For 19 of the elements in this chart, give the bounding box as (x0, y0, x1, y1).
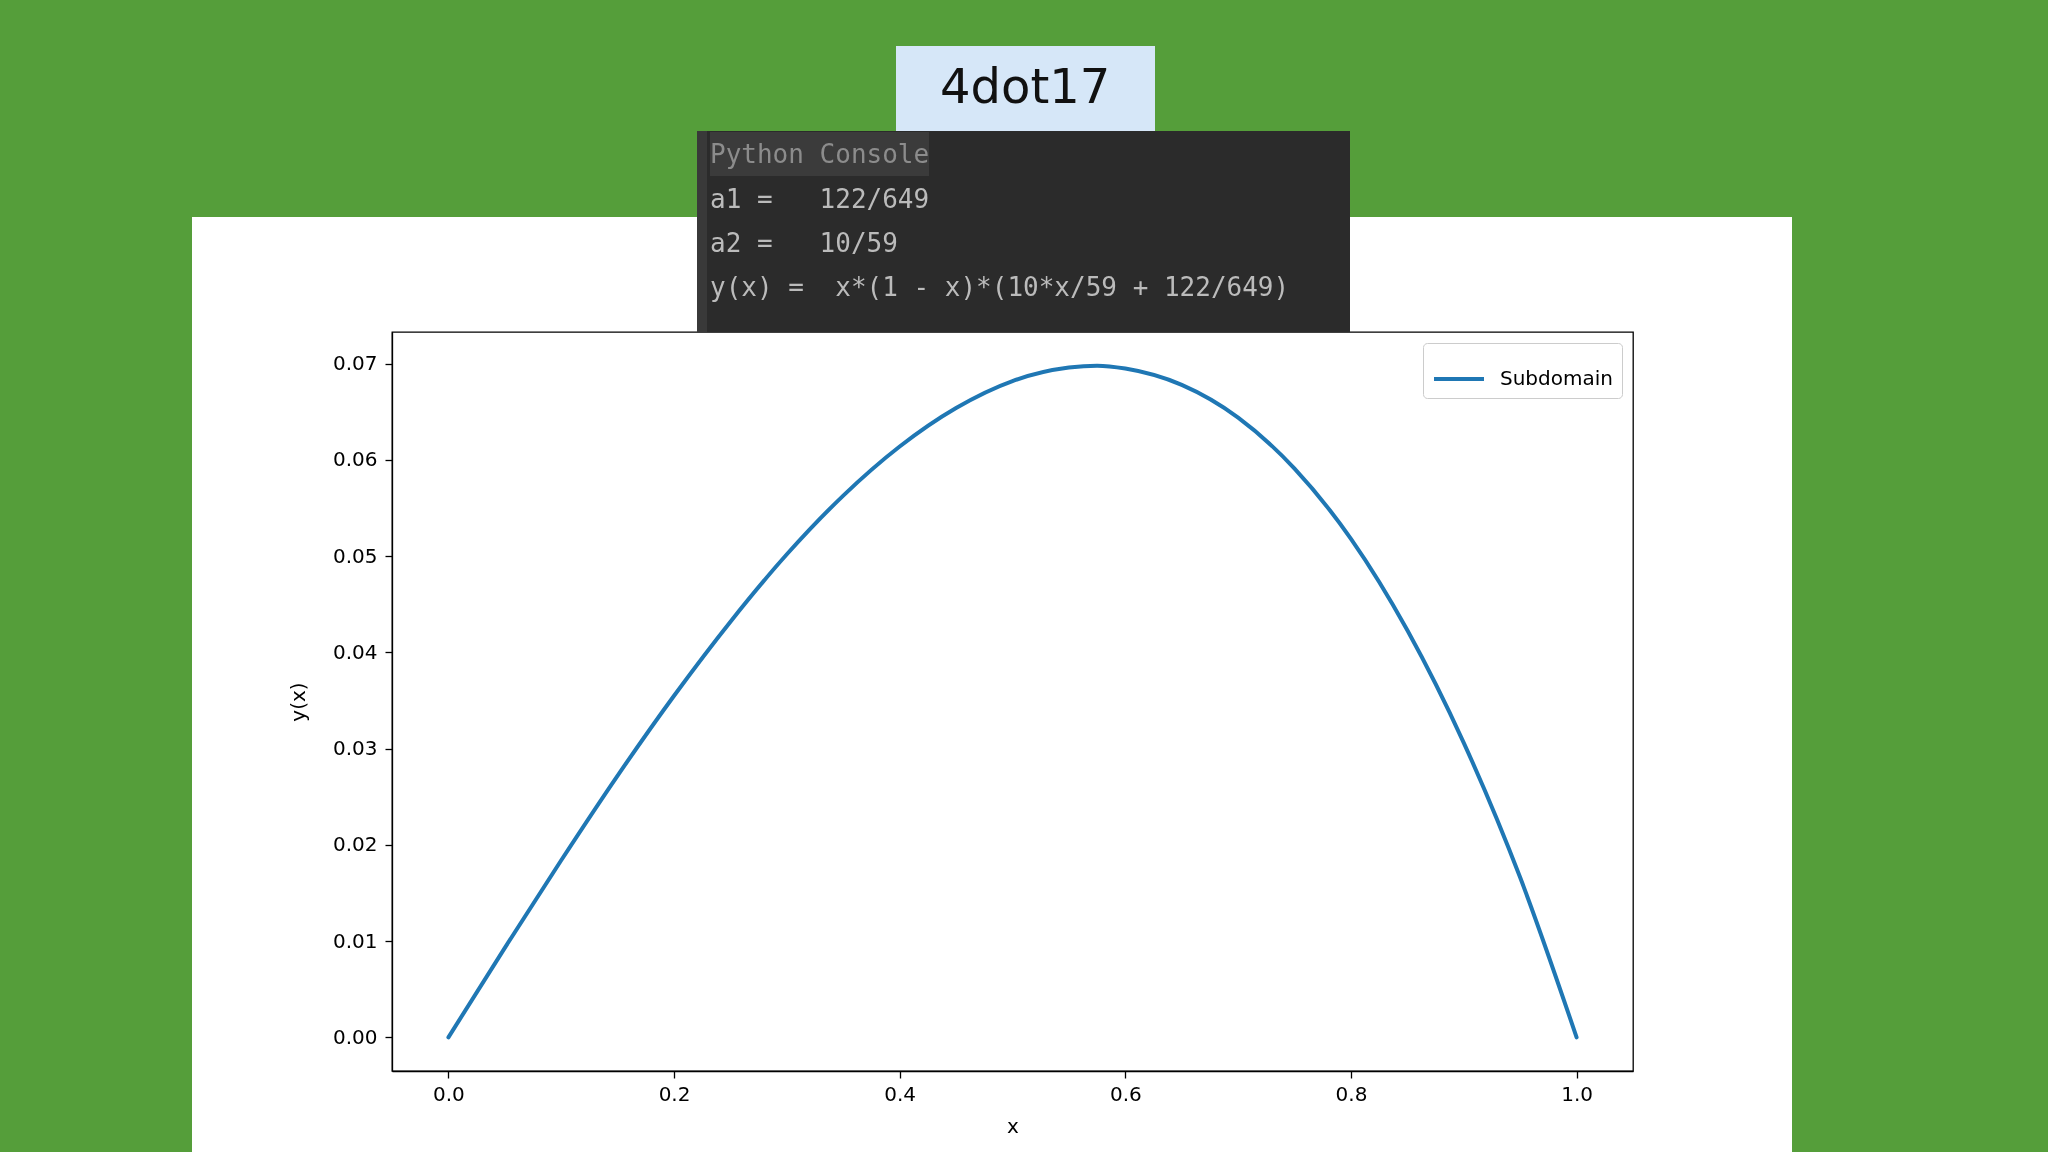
console-panel: Python Console a1 = 122/649 a2 = 10/59 y(x) = x*(1 - x)*(10*x/59 + 122/649) (697, 131, 1350, 332)
y-tick-label: 0.01 (332, 928, 378, 953)
tooltip-box: 4dot17 (896, 46, 1155, 131)
x-tick-label: 0.8 (1335, 1081, 1368, 1106)
x-tick-label: 1.0 (1561, 1081, 1593, 1106)
y-tick-label: 0.06 (332, 447, 378, 472)
x-tick-label: 0.4 (884, 1081, 917, 1106)
x-tick-label: 0.6 (1109, 1081, 1142, 1106)
legend-label: Subdomain (1500, 366, 1613, 390)
y-tick-label: 0.07 (332, 351, 378, 376)
y-tick-label: 0.04 (332, 639, 378, 664)
y-tick-label: 0.00 (332, 1024, 378, 1049)
x-tick-label: 0.2 (658, 1081, 691, 1106)
x-axis-title: x (1007, 1113, 1020, 1138)
y-tick-label: 0.02 (332, 832, 378, 857)
y-tick-label: 0.03 (332, 736, 378, 761)
y-tick-label: 0.05 (332, 543, 378, 568)
x-tick-label: 0.0 (433, 1081, 465, 1106)
y-axis-title: y(x) (285, 682, 310, 722)
